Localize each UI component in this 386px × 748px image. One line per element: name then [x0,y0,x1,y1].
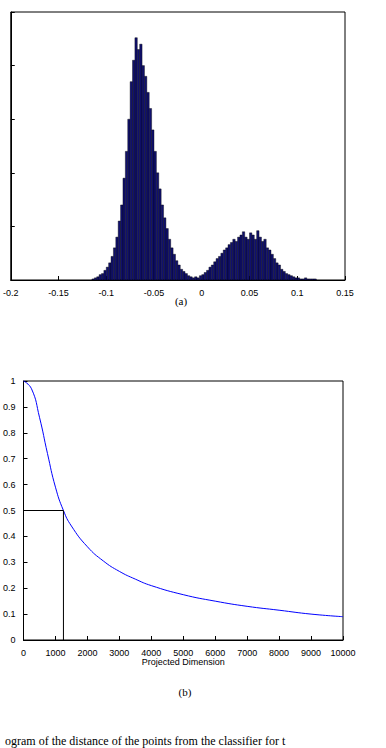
svg-text:0.5: 0.5 [3,506,16,516]
svg-text:10000: 10000 [330,648,355,658]
svg-text:5000: 5000 [173,648,193,658]
svg-text:-0.05: -0.05 [144,288,165,298]
svg-text:3000: 3000 [109,648,129,658]
svg-text:0.2: 0.2 [3,583,16,593]
svg-text:0.8: 0.8 [3,428,16,438]
svg-text:0.7: 0.7 [3,454,16,464]
svg-text:0: 0 [10,635,15,645]
svg-text:1: 1 [10,376,15,386]
svg-text:2000: 2000 [77,648,97,658]
svg-text:0.4: 0.4 [3,531,16,541]
svg-text:(b): (b) [179,686,192,699]
svg-text:0.05: 0.05 [241,288,259,298]
svg-text:ogram of the distance of the p: ogram of the distance of the points from… [5,734,286,748]
svg-text:-0.1: -0.1 [98,288,114,298]
svg-text:0: 0 [199,288,204,298]
svg-text:0.6: 0.6 [3,480,16,490]
svg-text:-0.2: -0.2 [3,288,19,298]
svg-text:Projected Dimension: Projected Dimension [142,657,225,667]
svg-text:0.1: 0.1 [291,288,304,298]
svg-text:0.3: 0.3 [3,557,16,567]
svg-text:0.9: 0.9 [3,402,16,412]
svg-text:8000: 8000 [269,648,289,658]
svg-text:(a): (a) [175,295,188,308]
svg-text:0.15: 0.15 [336,288,354,298]
svg-text:4000: 4000 [141,648,161,658]
svg-text:7000: 7000 [237,648,257,658]
svg-text:9000: 9000 [301,648,321,658]
svg-text:6000: 6000 [205,648,225,658]
svg-text:-0.15: -0.15 [48,288,69,298]
svg-text:1000: 1000 [45,648,65,658]
svg-text:0.1: 0.1 [3,609,16,619]
svg-text:0: 0 [21,648,26,658]
